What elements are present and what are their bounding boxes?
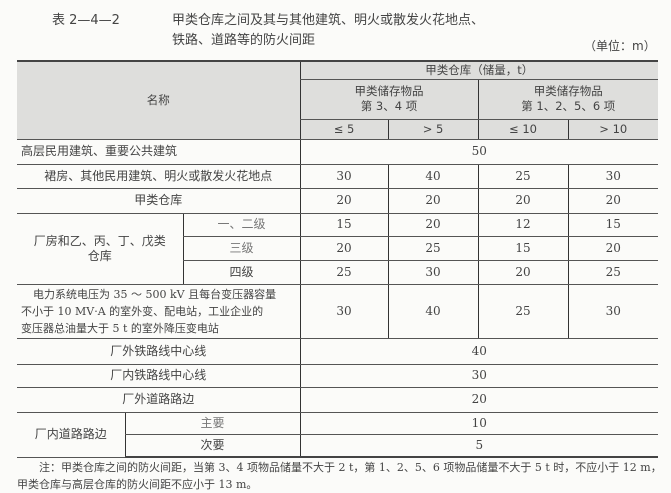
cell: 12	[477, 212, 569, 237]
header-sub1: 甲类储存物品第 3、4 项	[299, 78, 479, 120]
table-number: 表 2—4—2	[52, 13, 120, 28]
cell: 30	[299, 363, 659, 388]
row-subname: 三级	[182, 235, 301, 261]
cell: 20	[299, 235, 389, 261]
cell: 30	[387, 259, 479, 285]
header-col: ≤ 10	[477, 118, 569, 140]
row-name-line: 变压器总油量大于 5 t 的室外降压变电站	[21, 321, 219, 335]
row-name: 厂外道路路边	[17, 386, 301, 413]
header-sub2: 甲类储存物品第 1、2、5、6 项	[477, 78, 659, 120]
cell: 25	[299, 259, 389, 285]
cell: 30	[567, 163, 659, 189]
row-name-line: 不小于 10 MV·A 的室外变、配电站，工业企业的	[21, 304, 264, 318]
cell: 30	[299, 283, 389, 339]
header-sub2-line1: 甲类储存物品	[533, 84, 603, 98]
cell: 10	[299, 411, 659, 435]
row-name-factory: 厂房和乙、丙、丁、戊类 仓库	[17, 212, 183, 285]
header-row-1: 名称 甲类仓库（储量，t）	[17, 60, 659, 140]
cell: 25	[567, 259, 659, 285]
table-row: 甲类仓库 20 20 20 20	[17, 187, 659, 214]
fire-distance-table: 名称 甲类仓库（储量，t） 甲类储存物品第 3、4 项 甲类储存物品第 1、2、…	[17, 60, 659, 458]
header-col: > 10	[567, 118, 659, 140]
cell: 20	[567, 187, 659, 214]
cell: 20	[567, 235, 659, 261]
row-name: 甲类仓库	[17, 187, 301, 214]
header-name: 名称	[17, 60, 301, 140]
cell: 15	[567, 212, 659, 237]
table-row: 电力系统电压为 35 ～ 500 kV 且每台变压器容量不小于 10 MV·A …	[17, 283, 659, 339]
cell: 40	[387, 283, 479, 339]
table-row: 厂内铁路线中心线 30	[17, 363, 659, 388]
cell: 5	[299, 433, 659, 458]
header-col: ≤ 5	[299, 118, 389, 140]
cell: 25	[477, 163, 569, 189]
row-subname: 一、二级	[182, 212, 301, 237]
header-sub1-line2: 第 3、4 项	[360, 99, 418, 113]
table-row: 裙房、其他民用建筑、明火或散发火花地点 30 40 25 30	[17, 163, 659, 189]
row-subname: 次要	[124, 433, 301, 458]
table-row: 四级 25 30 20 25	[17, 259, 659, 285]
row-name: 厂内铁路线中心线	[17, 363, 301, 388]
cell: 15	[299, 212, 389, 237]
row-name: 厂内道路路边	[17, 411, 125, 458]
cell: 40	[387, 163, 479, 189]
table-row: 厂外道路路边 20	[17, 386, 659, 413]
cell: 25	[387, 235, 479, 261]
cell: 30	[567, 283, 659, 339]
table-row: 三级 20 25 15 20	[17, 235, 659, 261]
row-name: 高层民用建筑、重要公共建筑	[17, 138, 301, 165]
cell: 30	[299, 163, 389, 189]
cell: 40	[299, 337, 659, 365]
table-title-line1: 甲类仓库之间及其与其他建筑、明火或散发火花地点、	[172, 13, 485, 28]
row-name: 厂外铁路线中心线	[17, 337, 301, 365]
header-col: > 5	[387, 118, 479, 140]
cell: 20	[477, 187, 569, 214]
cell: 20	[299, 386, 659, 413]
table-title-line2: 铁路、道路等的防火间距	[172, 33, 316, 48]
table-row: 高层民用建筑、重要公共建筑 50	[17, 138, 659, 165]
row-name-line: 仓库	[87, 248, 112, 263]
unit-label: （单位：m）	[584, 39, 656, 53]
row-subname: 四级	[182, 259, 301, 285]
row-name: 裙房、其他民用建筑、明火或散发火花地点	[17, 163, 301, 189]
cell: 25	[477, 283, 569, 339]
cell: 20	[477, 259, 569, 285]
row-name-power: 电力系统电压为 35 ～ 500 kV 且每台变压器容量不小于 10 MV·A …	[17, 283, 301, 339]
row-subname: 主要	[124, 411, 301, 435]
header-sub2-line2: 第 1、2、5、6 项	[521, 99, 616, 113]
table-row: 次要 5	[17, 433, 659, 458]
cell: 50	[299, 138, 659, 165]
cell: 20	[387, 212, 479, 237]
header-group: 甲类仓库（储量，t）	[299, 60, 659, 80]
table-row: 厂外铁路线中心线 40	[17, 337, 659, 365]
cell: 15	[477, 235, 569, 261]
table-row: 厂内道路路边 主要 10	[17, 411, 659, 458]
cell: 20	[299, 187, 389, 214]
row-name-line: 电力系统电压为 35 ～ 500 kV 且每台变压器容量	[33, 287, 277, 301]
table-row: 厂房和乙、丙、丁、戊类 仓库 一、二级 15 20 12 15	[17, 212, 659, 285]
cell: 20	[387, 187, 479, 214]
row-name-line: 厂房和乙、丙、丁、戊类	[33, 233, 166, 248]
header-sub1-line1: 甲类储存物品	[354, 84, 424, 98]
